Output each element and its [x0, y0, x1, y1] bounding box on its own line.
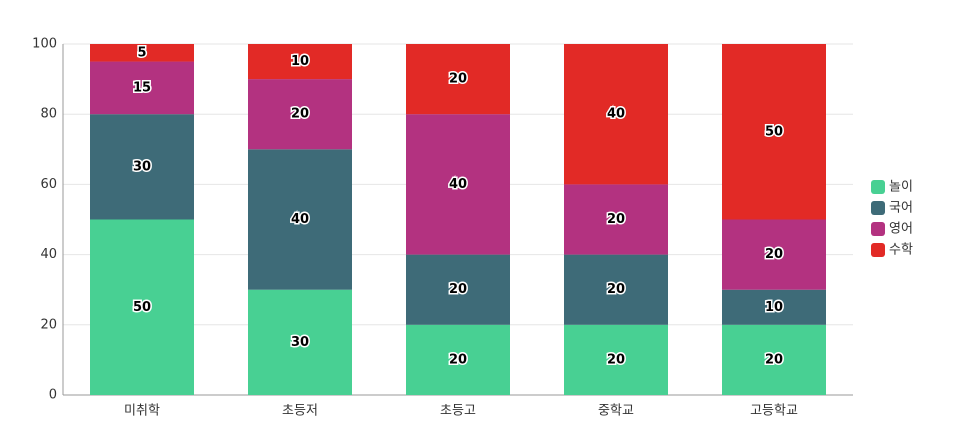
legend-swatch: [871, 201, 885, 215]
x-tick-label: 미취학: [124, 404, 160, 419]
x-tick-label: 고등학교: [750, 404, 798, 419]
bar-segment: [406, 324, 510, 395]
value-label: 20: [607, 212, 625, 227]
value-label: 20: [765, 352, 783, 367]
x-tick-label: 초등고: [440, 404, 476, 419]
bar-segment: [564, 254, 668, 325]
value-label: 40: [607, 107, 625, 122]
value-label: 20: [449, 72, 467, 87]
bar-segment: [722, 324, 826, 395]
x-tick-label: 초등저: [282, 404, 318, 419]
bar-segment: [248, 149, 352, 290]
bar-segment: [90, 114, 194, 220]
bar-segment: [248, 44, 352, 80]
legend-label: 국어: [889, 201, 913, 216]
y-tick-label: 60: [40, 177, 57, 192]
value-label: 15: [133, 80, 151, 95]
bar-segment: [564, 44, 668, 185]
value-label: 20: [607, 282, 625, 297]
legend-label: 영어: [889, 222, 913, 237]
y-tick-label: 40: [40, 247, 57, 262]
value-label: 20: [607, 352, 625, 367]
bar-segment: [564, 184, 668, 255]
legend-swatch: [871, 222, 885, 236]
value-label: 10: [291, 54, 309, 69]
bar-segment: [90, 44, 194, 62]
y-tick-label: 0: [49, 388, 57, 403]
bar-segment: [248, 79, 352, 150]
legend-label: 수학: [889, 243, 913, 258]
value-label: 20: [449, 352, 467, 367]
value-label: 20: [765, 247, 783, 262]
bar-segment: [406, 254, 510, 325]
legend-swatch: [871, 180, 885, 194]
value-label: 30: [133, 159, 151, 174]
value-label: 30: [291, 335, 309, 350]
y-tick-label: 100: [32, 37, 57, 52]
value-label: 20: [449, 282, 467, 297]
bar-segment: [564, 324, 668, 395]
bar-segment: [406, 114, 510, 255]
y-tick-label: 20: [40, 317, 57, 332]
bar-segment: [722, 44, 826, 220]
bar-segment: [722, 289, 826, 325]
bar-segment: [90, 61, 194, 115]
bar-segment: [90, 219, 194, 395]
value-label: 50: [133, 300, 151, 315]
value-label: 40: [449, 177, 467, 192]
x-tick-label: 중학교: [598, 404, 634, 419]
value-label: 40: [291, 212, 309, 227]
bar-segment: [722, 219, 826, 290]
legend-swatch: [871, 243, 885, 257]
legend-label: 놀이: [889, 180, 913, 195]
value-label: 50: [765, 124, 783, 139]
bar-segment: [406, 44, 510, 115]
value-label: 20: [291, 107, 309, 122]
value-label: 10: [765, 300, 783, 315]
y-tick-label: 80: [40, 107, 57, 122]
bar-segment: [248, 289, 352, 395]
value-label: 5: [137, 45, 146, 60]
